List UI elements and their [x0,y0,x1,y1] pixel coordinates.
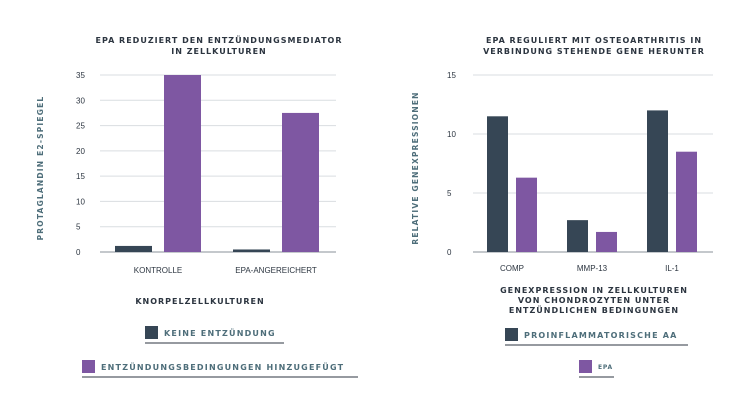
chart1-bar [282,112,319,252]
chart2-category-label: MMP-13 [577,264,608,273]
chart1-legend-label-inflammation-added: ENTZÜNDUNGSBEDINGUNGEN HINZUGEFÜGT [101,362,344,372]
chart1-category-label: EPA-ANGEREICHERT [235,266,317,275]
chart1-x-axis-label: KNORPELZELLKULTUREN [135,297,264,306]
chart1-y-tick-label: 20 [76,147,85,156]
chart2-legend-label-proinflammatory: PROINFLAMMATORISCHE AA [524,331,678,340]
chart2-y-tick-label: 5 [447,189,452,198]
chart2-y-axis-label: RELATIVE GENEXPRESSIONEN [411,91,420,244]
chart2-bar [647,110,668,253]
chart2-y-tick-label: 10 [447,130,456,139]
chart1-bar [233,249,270,252]
chart2-x-axis-label-line1: GENEXPRESSION IN ZELLKULTUREN [500,286,688,295]
chart1-category-label: KONTROLLE [134,266,182,275]
chart2-title-line2: VERBINDUNG STEHENDE GENE HERUNTER [483,47,705,56]
chart2-legend-swatch-proinflammatory [505,328,518,341]
chart1-bar [115,245,152,252]
chart2-bar [596,231,617,252]
chart2-bar [487,116,508,252]
chart2-x-axis-label-line3: ENTZÜNDLICHEN BEDINGUNGEN [509,305,679,315]
chart2-legend-label-epa: EPA [598,364,613,371]
chart2-category-label: COMP [500,264,524,273]
chart2-title-line1: EPA REGULIERT MIT OSTEOARTHRITIS IN [486,36,702,45]
chart1-bar [164,75,201,252]
plot-layer: 0 5 10 15 20 25 30 35 KONTROLLE EPA-ANGEREICHERT 0… [76,71,713,275]
chart2-bar [567,220,588,252]
chart2-y-tick-label: 0 [447,248,452,257]
chart1-title-line2: IN ZELLKULTUREN [171,47,267,56]
chart1-legend-swatch-no-inflammation [145,326,158,339]
chart1-y-tick-label: 15 [76,172,85,181]
chart1-y-axis-label: PROTAGLANDIN E2-SPIEGEL [36,96,45,241]
chart2-y-tick-label: 15 [447,71,456,80]
chart1-legend-swatch-inflammation-added [82,360,95,373]
chart1-y-tick-label: 35 [76,71,85,80]
chart1-y-tick-label: 0 [76,248,81,257]
chart2-category-label: IL-1 [665,264,679,273]
chart2-x-axis-label-line2: VON CHONDROZYTEN UNTER [518,296,670,305]
chart1-y-tick-label: 25 [76,122,85,131]
chart2-bar [516,177,537,252]
chart1-y-tick-label: 30 [76,96,85,105]
chart1-legend-label-no-inflammation: KEINE ENTZÜNDUNG [164,328,276,338]
chart1-y-tick-label: 10 [76,197,85,206]
chart1-y-tick-label: 5 [76,223,81,232]
chart2-bar [676,151,697,252]
chart2-legend-swatch-epa [579,360,592,373]
chart1-title-line1: EPA REDUZIERT DEN ENTZÜNDUNGSMEDIATOR [95,35,342,45]
